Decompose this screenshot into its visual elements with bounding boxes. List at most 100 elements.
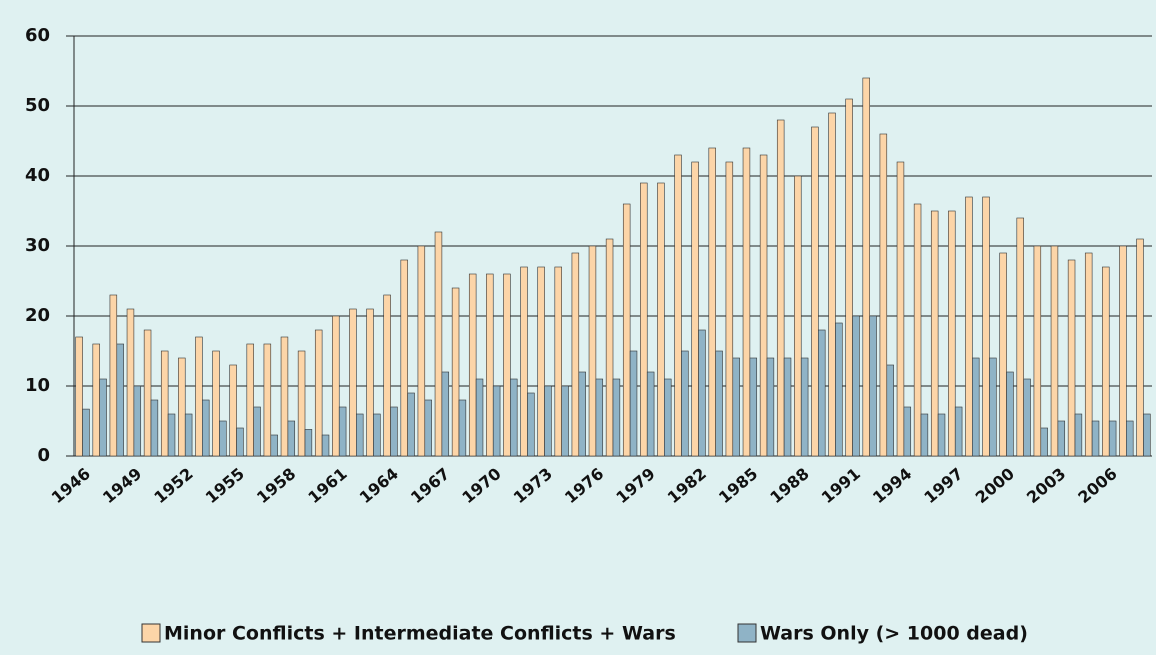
bar (195, 336, 203, 457)
bar (82, 408, 90, 457)
bar (818, 329, 826, 457)
bar (373, 413, 381, 457)
bar (458, 399, 467, 457)
bar (725, 161, 734, 457)
bar (749, 357, 758, 457)
x-tick-label: 2006 (1074, 464, 1120, 507)
bar (766, 357, 775, 457)
bar (948, 210, 956, 457)
bar (1126, 420, 1134, 457)
bar (544, 385, 552, 457)
bar (527, 392, 535, 457)
bar (794, 175, 802, 457)
legend-swatch (737, 623, 757, 643)
y-tick-label: 10 (25, 375, 50, 396)
bar (835, 322, 843, 457)
bar (903, 406, 912, 457)
bar (332, 315, 340, 457)
bar (1040, 427, 1048, 457)
bar (612, 378, 621, 457)
bar (640, 182, 648, 457)
x-tick-label: 1970 (458, 464, 504, 507)
bar (133, 385, 142, 457)
bar (920, 413, 929, 457)
y-tick-label: 20 (25, 305, 50, 326)
bar (338, 406, 347, 457)
x-tick-label: 1985 (715, 464, 761, 507)
bar (698, 329, 706, 457)
x-tick-label: 1952 (150, 464, 196, 507)
bar (862, 77, 870, 457)
bar (109, 294, 118, 457)
bar (400, 259, 408, 457)
bar (150, 399, 159, 457)
x-tick-label: 1973 (510, 464, 556, 507)
bar (314, 329, 323, 457)
bar (674, 154, 682, 457)
bar (742, 147, 751, 457)
bar (937, 413, 946, 457)
y-tick-label: 0 (37, 445, 50, 466)
bar (349, 308, 357, 457)
bar (99, 378, 107, 457)
bar (503, 273, 511, 457)
bar (732, 357, 740, 457)
bar (1074, 413, 1083, 457)
legend-label: Minor Conflicts + Intermediate Conflicts… (164, 623, 676, 645)
bar (930, 210, 939, 457)
x-tick-label: 1991 (818, 464, 864, 507)
bar (270, 434, 278, 457)
x-tick-label: 1964 (356, 464, 402, 507)
bar (852, 315, 860, 457)
bar (510, 378, 518, 457)
x-tick-label: 1994 (869, 464, 915, 507)
bar (657, 182, 665, 457)
x-tick-label: 2000 (972, 464, 1018, 507)
bar (246, 343, 254, 457)
bar (982, 196, 990, 457)
bar (783, 357, 792, 457)
bar (561, 385, 569, 457)
x-tick-label: 1976 (561, 464, 607, 507)
bar (1143, 413, 1151, 457)
bar (800, 357, 809, 457)
bar (869, 315, 877, 457)
bar (492, 385, 501, 457)
bar (1119, 245, 1127, 457)
bar (75, 336, 83, 457)
bar (160, 350, 169, 457)
bar (441, 371, 450, 457)
bar (999, 252, 1007, 457)
bar (1033, 245, 1042, 457)
bar (896, 161, 905, 457)
bar (622, 203, 631, 457)
x-tick-label: 1955 (202, 464, 248, 507)
y-tick-label: 40 (25, 165, 50, 186)
bar (280, 336, 289, 457)
x-tick-label: 1961 (304, 464, 350, 507)
bar (1057, 420, 1066, 457)
bar (708, 147, 716, 457)
bar (92, 343, 100, 457)
bar (520, 266, 528, 457)
bar (776, 119, 785, 457)
legend-swatch (141, 623, 161, 643)
bar (1091, 420, 1100, 457)
bar (595, 378, 604, 457)
bar (588, 245, 597, 457)
bar (811, 126, 819, 457)
bar (297, 350, 306, 457)
bar (972, 357, 980, 457)
bar (167, 413, 176, 457)
bar (321, 434, 330, 457)
legend-label: Wars Only (> 1000 dead) (760, 623, 1028, 645)
bar (886, 364, 894, 457)
bar (390, 406, 398, 457)
bar (664, 378, 672, 457)
bar (537, 266, 545, 457)
bar (184, 413, 193, 457)
bar (417, 245, 426, 457)
bar (1067, 259, 1076, 457)
x-tick-label: 1997 (920, 464, 966, 507)
